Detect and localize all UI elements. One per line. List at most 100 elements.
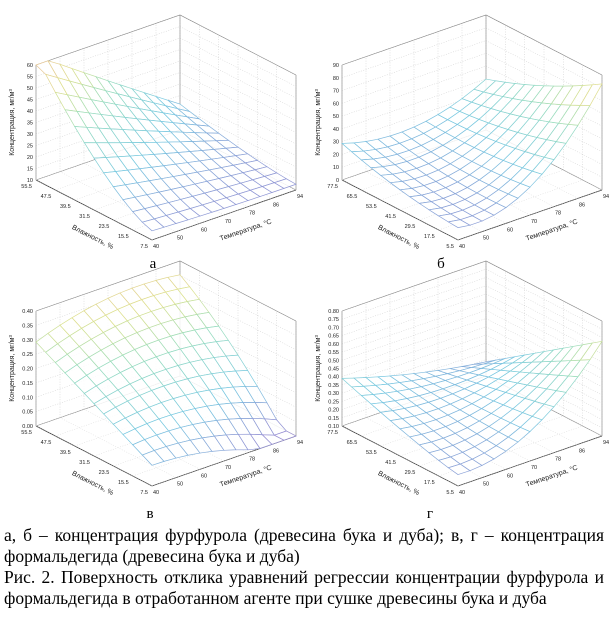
- surface-cell: [273, 178, 297, 189]
- x-tick-label: 50: [483, 236, 489, 242]
- grid-line: [361, 385, 506, 437]
- surface-mesh: [341, 340, 603, 475]
- z-tick-label: 40: [27, 109, 33, 115]
- panel-a: 60 55 50 45 40 35 30 25 20 15 10 40 50 60 70 78 86 94 55.5…: [0, 14, 303, 251]
- z-tick-label: 0.05: [22, 410, 33, 416]
- y-tick-label: 55.5: [21, 184, 32, 190]
- grid-line: [341, 268, 603, 330]
- grid-line: [341, 277, 603, 338]
- x-tick-label: 60: [201, 473, 207, 479]
- z-tick-label: 0.45: [328, 367, 339, 373]
- grid-line: [35, 37, 297, 99]
- panel-v: 0.40 0.35 0.30 0.25 0.20 0.15 0.10 0.05 0.00 40 50…: [0, 260, 303, 497]
- caption-legend: а, б – концентрация фурфурола (древесина…: [4, 525, 604, 566]
- z-tick-label: 0.20: [22, 367, 33, 373]
- grid-line: [113, 415, 258, 467]
- x-tick-label: 70: [531, 219, 537, 225]
- surface-mesh: [341, 78, 603, 228]
- y-tick-label: 29.5: [405, 224, 416, 230]
- z-axis-label: Концентрация, мг/м³: [315, 335, 322, 402]
- grid-line: [341, 375, 487, 427]
- x-tick-label: 94: [603, 194, 609, 200]
- y-tick-label: 29.5: [405, 470, 416, 476]
- grid-line: [341, 260, 603, 322]
- grid-line: [35, 14, 297, 76]
- y-tick-label: 53.5: [366, 204, 377, 210]
- grid-line: [341, 129, 487, 181]
- y-tick-label: 31.5: [79, 460, 90, 466]
- x-tick-label: 60: [507, 227, 513, 233]
- caption-title: Рис. 2. Поверхность отклика уравнений ре…: [4, 567, 604, 608]
- grid-line: [457, 189, 603, 241]
- grid-line: [93, 405, 239, 457]
- z-tick-label: 0.70: [328, 325, 339, 331]
- z-tick-label: 40: [333, 127, 339, 133]
- x-tick-label: 60: [507, 473, 513, 479]
- grid-line: [341, 78, 603, 140]
- z-tick-label: 0.00: [22, 424, 33, 430]
- x-tick-label: 40: [459, 244, 465, 250]
- z-tick-label: 0.40: [22, 309, 33, 315]
- z-tick-label: 0.35: [328, 383, 339, 389]
- grid-line: [35, 118, 297, 179]
- x-tick-label: 40: [153, 490, 159, 496]
- z-tick-label: 0.10: [22, 395, 33, 401]
- grid-line: [55, 385, 200, 437]
- panel-label-b: б: [437, 256, 445, 272]
- x-tick-label: 60: [201, 227, 207, 233]
- panel-g: 0.80 0.75 0.70 0.65 0.60 0.55 0.50 0.45 0.40 0.35…: [306, 260, 609, 497]
- surface-cell: [579, 83, 603, 106]
- y-tick-label: 77.5: [327, 430, 338, 436]
- z-axis-label: Концентрация, мг/м³: [9, 335, 16, 402]
- z-tick-label: 0.10: [328, 424, 339, 430]
- grid-line: [341, 40, 603, 101]
- z-tick-label: 45: [27, 98, 33, 104]
- surface-plot-b: 90 80 70 60 50 40 30 20 10 0 40 50 60 70 78 86 94 77.5 65.…: [315, 14, 609, 251]
- y-tick-label: 47.5: [41, 194, 52, 200]
- z-tick-label: 15: [27, 167, 33, 173]
- grid-line: [341, 53, 603, 114]
- figure-caption: а, б – концентрация фурфурола (древесина…: [4, 525, 604, 609]
- y-tick-label: 65.5: [347, 194, 358, 200]
- x-tick-label: 70: [531, 465, 537, 471]
- grid-line: [35, 375, 181, 427]
- z-tick-label: 50: [333, 114, 339, 120]
- panel-label-v: в: [146, 506, 154, 522]
- y-tick-label: 47.5: [41, 440, 52, 446]
- box-edge: [341, 260, 603, 322]
- z-tick-label: 60: [27, 63, 33, 69]
- grid-line: [151, 189, 297, 241]
- y-tick-label: 39.5: [60, 450, 71, 456]
- y-tick-label: 53.5: [366, 450, 377, 456]
- y-tick-label: 77.5: [327, 184, 338, 190]
- z-tick-label: 20: [27, 155, 33, 161]
- z-tick-label: 0.20: [328, 408, 339, 414]
- x-tick-label: 70: [225, 219, 231, 225]
- surface-mesh: [35, 60, 297, 232]
- x-tick-label: 40: [459, 490, 465, 496]
- surface-cell: [273, 430, 297, 441]
- x-tick-label: 50: [177, 236, 183, 242]
- z-tick-label: 0: [336, 178, 339, 184]
- grid-line: [341, 326, 603, 387]
- y-tick-label: 41.5: [385, 460, 396, 466]
- y-tick-label: 41.5: [385, 214, 396, 220]
- y-tick-label: 55.5: [21, 430, 32, 436]
- z-tick-label: 0.35: [22, 323, 33, 329]
- x-tick-label: 78: [249, 457, 255, 463]
- z-tick-label: 25: [27, 144, 33, 150]
- grid-line: [361, 139, 506, 191]
- grid-line: [341, 293, 603, 355]
- x-tick-label: 78: [249, 211, 255, 217]
- z-tick-label: 60: [333, 101, 339, 107]
- grid-line: [341, 285, 603, 346]
- z-tick-label: 50: [27, 86, 33, 92]
- z-tick-label: 0.50: [328, 358, 339, 364]
- panel-b: 90 80 70 60 50 40 30 20 10 0 40 50 60 70 78 86 94 77.5 65.…: [306, 14, 609, 251]
- x-tick-label: 50: [483, 482, 489, 488]
- x-tick-label: 94: [603, 440, 609, 446]
- x-tick-label: 94: [297, 194, 303, 200]
- z-tick-label: 0.25: [328, 399, 339, 405]
- z-tick-label: 10: [27, 178, 33, 184]
- surface-mesh: [35, 274, 297, 466]
